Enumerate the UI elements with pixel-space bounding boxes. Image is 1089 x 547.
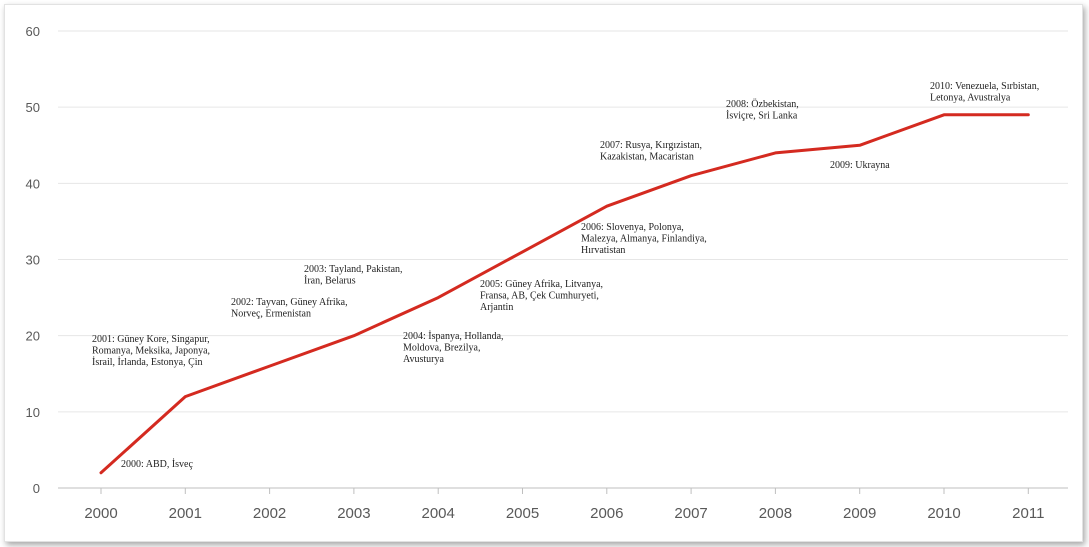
- annotation-line: İsviçre, Sri Lanka: [726, 110, 798, 122]
- annotation-line: 2005: Güney Afrika, Litvanya,: [480, 279, 603, 290]
- x-tick-label: 2004: [422, 505, 455, 522]
- annotation-2000: 2000: ABD, İsveç: [121, 458, 194, 470]
- annotation-line: Malezya, Almanya, Finlandiya,: [581, 234, 707, 245]
- annotation-line: 2006: Slovenya, Polonya,: [581, 222, 684, 233]
- y-tick-label: 50: [26, 100, 40, 115]
- annotation-line: İran, Belarus: [304, 275, 356, 287]
- annotations: 2000: ABD, İsveç 2001: Güney Kore, Singap…: [92, 81, 1039, 470]
- y-tick-label: 60: [26, 24, 40, 39]
- x-tick-label: 2002: [253, 505, 286, 522]
- y-tick-label: 0: [33, 481, 40, 496]
- annotation-line: 2008: Özbekistan,: [726, 98, 799, 110]
- series-polyline: [99, 113, 1030, 475]
- annotation-2010: 2010: Venezuela, Sırbistan, Letonya, Avus…: [930, 81, 1039, 104]
- annotation-line: Arjantin: [480, 302, 513, 313]
- annotation-2005: 2005: Güney Afrika, Litvanya, Fransa, AB,…: [480, 279, 603, 313]
- annotation-line: 2010: Venezuela, Sırbistan,: [930, 81, 1039, 92]
- y-axis-ticks: 0 10 20 30 40 50 60: [26, 24, 40, 496]
- annotation-line: 2000: ABD, İsveç: [121, 458, 194, 470]
- annotation-2001: 2001: Güney Kore, Singapur, Romanya, Meks…: [92, 334, 210, 368]
- annotation-line: Letonya, Avustralya: [930, 93, 1011, 104]
- annotation-line: Moldova, Brezilya,: [403, 343, 480, 354]
- x-tick-label: 2006: [590, 505, 623, 522]
- annotation-2007: 2007: Rusya, Kırgızistan, Kazakistan, Mac…: [600, 140, 702, 163]
- x-tick-label: 2011: [1012, 505, 1044, 522]
- x-tick-label: 2009: [843, 505, 876, 522]
- annotation-line: 2003: Tayland, Pakistan,: [304, 264, 403, 275]
- annotation-2003: 2003: Tayland, Pakistan, İran, Belarus: [304, 264, 403, 287]
- chart-frame: [4, 4, 1083, 542]
- y-tick-label: 20: [26, 329, 40, 344]
- annotation-line: Kazakistan, Macaristan: [600, 152, 694, 163]
- y-tick-label: 30: [26, 253, 40, 268]
- x-tick-label: 2010: [927, 505, 960, 522]
- x-tick-label: 2000: [84, 505, 117, 522]
- annotation-line: 2007: Rusya, Kırgızistan,: [600, 140, 702, 151]
- annotation-line: 2002: Tayvan, Güney Afrika,: [231, 297, 348, 308]
- series-line: [99, 113, 1030, 475]
- annotation-line: Norveç, Ermenistan: [231, 309, 311, 320]
- annotation-line: Fransa, AB, Çek Cumhuryeti,: [480, 291, 599, 302]
- annotation-line: 2001: Güney Kore, Singapur,: [92, 334, 210, 345]
- annotation-line: İsrail, İrlanda, Estonya, Çin: [92, 356, 203, 368]
- gridlines: [58, 30, 1068, 489]
- annotation-line: 2009: Ukrayna: [830, 160, 890, 171]
- annotation-2008: 2008: Özbekistan, İsviçre, Sri Lanka: [726, 98, 799, 122]
- annotation-2002: 2002: Tayvan, Güney Afrika, Norveç, Ermen…: [231, 297, 348, 320]
- annotation-2009: 2009: Ukrayna: [830, 160, 890, 171]
- x-tick-label: 2007: [674, 505, 707, 522]
- annotation-line: Romanya, Meksika, Japonya,: [92, 346, 210, 357]
- x-axis-ticks: 2000 2001 2002 2003 2004 2005 2006 2007 2008 2009…: [84, 488, 1044, 522]
- annotation-line: Avusturya: [403, 354, 444, 365]
- x-tick-label: 2005: [506, 505, 539, 522]
- x-tick-label: 2003: [337, 505, 370, 522]
- y-tick-label: 10: [26, 405, 40, 420]
- annotation-2006: 2006: Slovenya, Polonya, Malezya, Almanya…: [581, 222, 707, 256]
- annotation-line: 2004: İspanya, Hollanda,: [403, 330, 504, 342]
- x-tick-label: 2008: [759, 505, 792, 522]
- annotation-line: Hırvatistan: [581, 245, 625, 256]
- annotation-2004: 2004: İspanya, Hollanda, Moldova, Brezily…: [403, 330, 504, 365]
- y-tick-label: 40: [26, 176, 40, 191]
- x-tick-label: 2001: [169, 505, 202, 522]
